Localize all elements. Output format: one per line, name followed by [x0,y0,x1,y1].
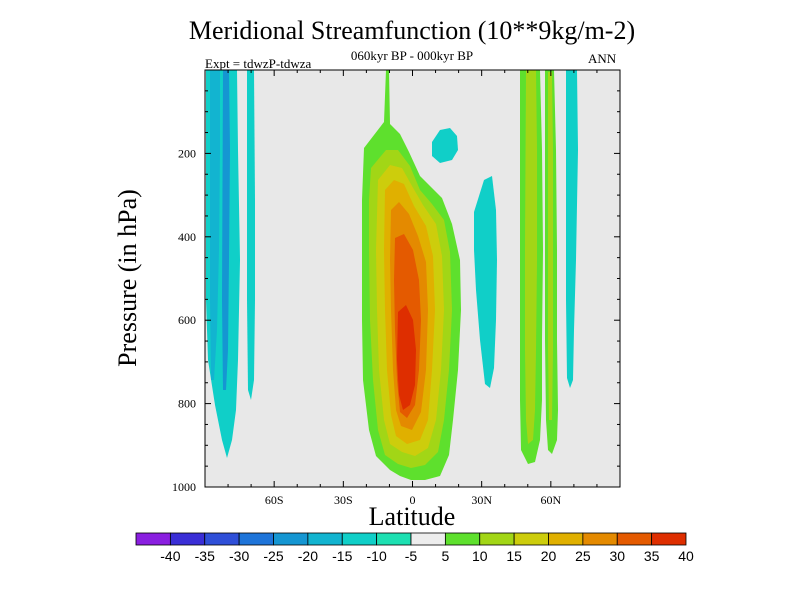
contour-southern-polar-inner-1 [210,70,220,380]
contour-north-polar-strip [566,70,578,388]
contour-southern-polar-strip [247,70,255,400]
colorbar-swatch [273,532,309,546]
colorbar-swatch [307,532,343,546]
x-axis-ticks: 60S 30S 0 30N 60N [204,70,621,507]
colorbar-swatch [616,532,653,546]
y-tick-label: 400 [178,230,196,244]
colorbar-label: 10 [472,548,488,564]
colorbar-swatch [513,532,549,546]
colorbar-swatch [444,532,481,546]
colorbar-label: -25 [263,548,283,564]
colorbar-swatch [410,532,446,546]
colorbar-label: -40 [160,548,180,564]
contour-north-mid-cell [474,176,497,388]
x-tick-label: 0 [410,493,416,507]
contour-north-midlat-2-inner [548,72,553,420]
colorbar: -40 -35 -30 -25 -20 -15 -10 -5 5 10 15 20 25 30 35 40 [135,532,694,564]
colorbar-swatch [479,532,515,546]
y-tick-label: 600 [178,313,196,327]
colorbar-swatch [548,532,584,546]
colorbar-label: 20 [541,548,557,564]
colorbar-label: -35 [195,548,215,564]
y-axis-ticks: 200 400 600 800 1000 [172,69,620,494]
contour-north-small-blob [432,128,458,163]
y-tick-label: 1000 [172,480,196,494]
y-tick-label: 800 [178,397,196,411]
season-label: ANN [588,51,617,66]
contour-hadley-35 [397,305,416,410]
colorbar-swatch [135,532,171,546]
colorbar-label: -10 [367,548,387,564]
experiment-label: Expt = tdwzP-tdwza [205,56,312,71]
y-tick-label: 200 [178,146,196,160]
x-tick-label: 30S [334,493,353,507]
colorbar-label: -30 [229,548,249,564]
colorbar-label: 15 [506,548,522,564]
colorbar-label: 35 [644,548,660,564]
colorbar-label: 5 [441,548,449,564]
colorbar-label: -5 [405,548,418,564]
colorbar-swatch [341,532,378,546]
contour-southern-polar-inner-2 [222,70,230,390]
colorbar-swatch [582,532,618,546]
colorbar-swatch [651,532,687,546]
x-axis-label: Latitude [368,502,456,531]
contour-north-midlat-1-inner [525,70,537,444]
colorbar-label: 25 [575,548,591,564]
colorbar-label: -15 [332,548,352,564]
x-tick-label: 60N [540,493,561,507]
x-tick-label: 30N [471,493,492,507]
colorbar-label: 30 [609,548,625,564]
colorbar-swatch [376,532,412,546]
colorbar-label: -20 [298,548,318,564]
colorbar-label: 40 [678,548,694,564]
chart-title: Meridional Streamfunction (10**9kg/m-2) [188,16,636,45]
x-tick-label: 60S [265,493,284,507]
colorbar-swatch [238,532,274,546]
colorbar-swatch [169,532,206,546]
colorbar-swatch [204,532,240,546]
chart-subtitle: 060kyr BP - 000kyr BP [350,48,474,63]
